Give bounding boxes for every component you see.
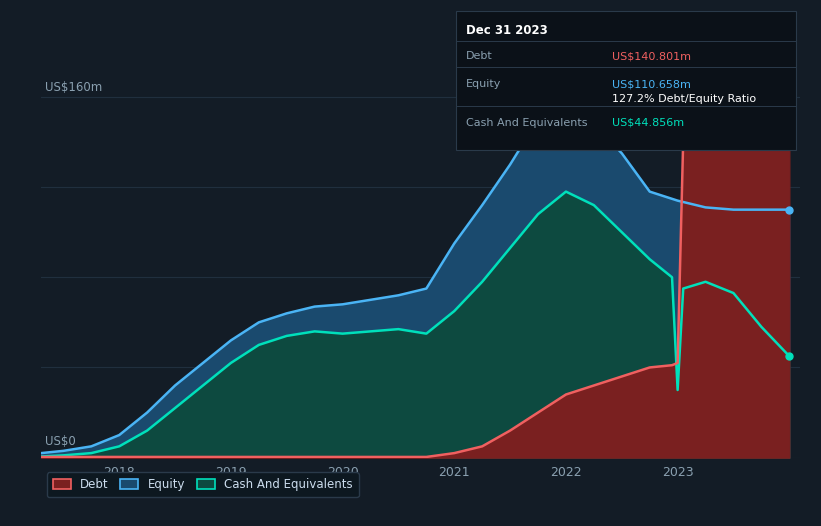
Text: US$44.856m: US$44.856m (612, 117, 684, 128)
Text: Cash And Equivalents: Cash And Equivalents (466, 117, 587, 128)
Text: US$110.658m: US$110.658m (612, 79, 690, 89)
Text: US$160m: US$160m (45, 81, 102, 94)
Text: US$0: US$0 (45, 435, 76, 448)
Legend: Debt, Equity, Cash And Equivalents: Debt, Equity, Cash And Equivalents (47, 472, 359, 497)
Text: Dec 31 2023: Dec 31 2023 (466, 24, 548, 37)
Text: Debt: Debt (466, 51, 493, 62)
Text: 127.2% Debt/Equity Ratio: 127.2% Debt/Equity Ratio (612, 94, 756, 104)
Text: US$140.801m: US$140.801m (612, 51, 690, 62)
Text: Equity: Equity (466, 79, 501, 89)
